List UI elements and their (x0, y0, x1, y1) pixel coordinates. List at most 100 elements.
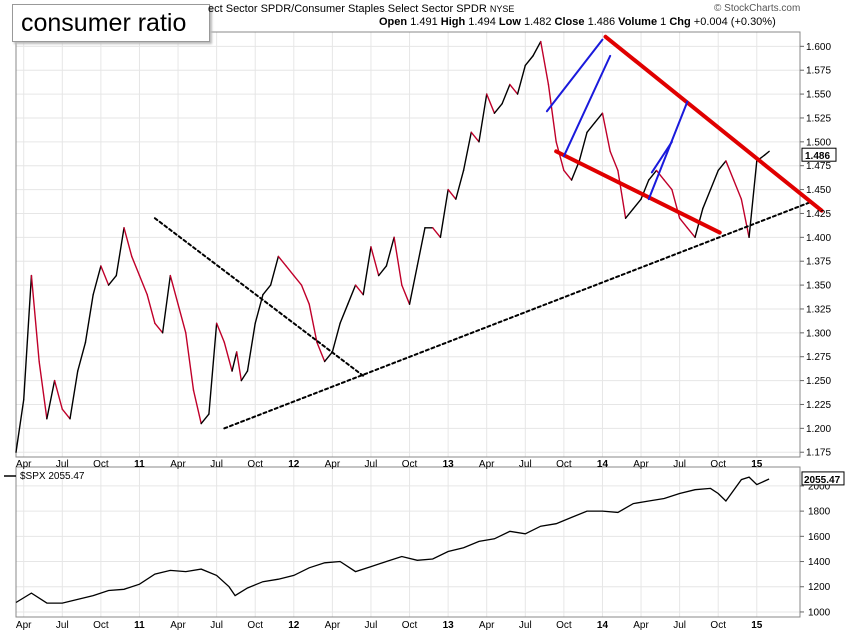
ratio-segment (240, 370, 249, 382)
ratio-segment (115, 227, 125, 277)
ratio-segment (100, 265, 110, 286)
ratio-segment (354, 284, 364, 296)
ratio-segment (277, 255, 287, 267)
ratio-segment (601, 112, 611, 153)
ratio-segment (316, 341, 326, 363)
ratio-segment (185, 332, 195, 391)
spx-series (15, 476, 770, 604)
ratio-segment (648, 169, 658, 181)
ratio-segment (486, 93, 496, 114)
x-tick-label: Oct (402, 620, 418, 631)
x-tick-label: Oct (93, 620, 109, 631)
ratio-segment (401, 284, 411, 305)
ratio-segment (516, 64, 526, 95)
y-tick-label: 1.200 (806, 424, 831, 435)
y-tick-label: 1.500 (806, 137, 831, 148)
exchange-label: NYSE (489, 4, 515, 14)
x-tick-label: Oct (710, 620, 726, 631)
chart-title: consumer ratio (21, 9, 187, 37)
ratio-segment (77, 341, 87, 372)
y-tick-label: 1.575 (806, 66, 831, 77)
x-tick-label: Oct (247, 459, 263, 470)
y-tick-label: 1.525 (806, 113, 831, 124)
ratio-segment (38, 360, 48, 420)
low-label: Low (498, 16, 521, 28)
x-tick-label: Jul (56, 620, 69, 631)
y-tick-label: 1.350 (806, 281, 831, 292)
ratio-segment (131, 255, 141, 277)
trend-line (153, 217, 365, 377)
x-tick-label: Jul (365, 459, 378, 470)
y-tick-label: 1.600 (806, 42, 831, 53)
ratio-segment (709, 169, 719, 191)
ratio-segment (547, 83, 557, 143)
ratio-segment (617, 169, 627, 219)
x-tick-label: 15 (751, 620, 763, 631)
trend-line (223, 201, 812, 430)
y-tick-label: 1200 (808, 582, 831, 593)
ratio-segment (563, 169, 573, 181)
spx-last-value-label: 2055.47 (804, 475, 841, 486)
x-tick-label: Jul (519, 620, 532, 631)
x-tick-label: Apr (16, 620, 32, 631)
ratio-segment (663, 179, 673, 191)
ratio-segment (223, 341, 233, 372)
flag-line (650, 140, 673, 174)
x-tick-label: 12 (288, 459, 300, 470)
ratio-segment (347, 284, 357, 305)
volume-label: Volume (618, 16, 658, 28)
ratio-segment (339, 303, 349, 324)
ratio-segment (586, 122, 596, 133)
y-tick-label: 1.475 (806, 161, 831, 172)
ratio-segment (262, 284, 272, 296)
ratio-segment (609, 150, 619, 172)
ratio-segment (501, 83, 511, 105)
ratio-segment (146, 293, 156, 324)
spx-line (15, 476, 770, 604)
ratio-segment (46, 379, 56, 420)
series-name: ect Sector SPDR/Consumer Staples Select … (208, 3, 514, 15)
ratio-segment (393, 236, 403, 286)
ratio-segment (439, 188, 449, 239)
ratio-segment (462, 131, 472, 172)
ratio-segment (208, 322, 218, 415)
ratio-segment (732, 179, 743, 200)
x-tick-label: Oct (247, 620, 263, 631)
lower-x-axis: Apr Jul Oct 11 Apr Jul Oct 12 Apr Jul Oct 13 Apr Jul O… (16, 620, 763, 631)
x-tick-label: 13 (443, 459, 455, 470)
ratio-segment (624, 207, 635, 219)
ratio-segment (269, 255, 280, 286)
channel-line (603, 34, 824, 213)
y-tick-label: 1400 (808, 557, 831, 568)
ratio-segment (169, 274, 179, 305)
flag-line (647, 100, 689, 201)
x-tick-label: Oct (556, 620, 572, 631)
ratio-segment (655, 169, 665, 181)
x-tick-label: Apr (633, 459, 649, 470)
copyright: © StockCharts.com (714, 3, 801, 14)
ratio-segment (524, 55, 534, 67)
y-tick-label: 1.300 (806, 328, 831, 339)
x-tick-label: 14 (597, 620, 609, 631)
close-value: 1.486 (587, 16, 616, 28)
ratio-segment (123, 227, 133, 258)
last-value-label: 1.486 (805, 151, 830, 162)
main-grid (16, 32, 800, 457)
ratio-segment (478, 93, 488, 143)
flag-line (545, 38, 604, 113)
ratio-segment (161, 274, 172, 334)
ratio-segment (15, 398, 25, 453)
ratio-segment (740, 198, 750, 239)
chart-title-box: consumer ratio (12, 4, 210, 42)
y-tick-label: 2000 (808, 481, 831, 492)
x-tick-label: Apr (479, 620, 495, 631)
ratio-segment (293, 274, 303, 286)
x-tick-label: Oct (93, 459, 109, 470)
x-tick-label: 11 (134, 459, 145, 470)
x-tick-label: Jul (673, 620, 686, 631)
ratio-segment (455, 169, 465, 200)
y-tick-label: 1600 (808, 532, 831, 543)
ratio-segment (470, 131, 480, 143)
ratio-segment (231, 351, 238, 372)
